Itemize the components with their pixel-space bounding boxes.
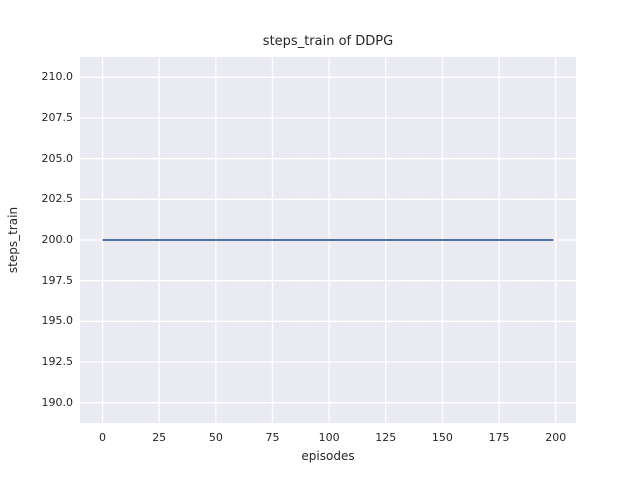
x-tick-label: 25 [152, 431, 167, 444]
chart-title: steps_train of DDPG [262, 34, 394, 49]
y-tick-label: 195.0 [41, 314, 74, 328]
x-tick-label: 50 [208, 431, 223, 444]
x-tick-label: 200 [545, 431, 567, 444]
x-axis-label: episodes [301, 449, 355, 463]
x-tick-label: 175 [488, 431, 510, 444]
y-tick-label: 205.0 [41, 151, 74, 165]
plot-area [80, 57, 576, 423]
x-tick-label: 125 [375, 431, 397, 444]
y-tick-label: 210.0 [41, 70, 74, 84]
y-tick-label: 200.0 [41, 233, 74, 246]
x-tick-label: 0 [99, 431, 107, 444]
y-tick-label: 197.5 [41, 273, 74, 287]
y-tick-label: 192.5 [41, 355, 74, 368]
x-tick-label: 100 [318, 431, 340, 444]
x-tick-label: 150 [431, 431, 453, 444]
y-tick-label: 207.5 [41, 111, 74, 124]
y-tick-label: 190.0 [41, 395, 74, 409]
y-tick-label: 202.5 [41, 192, 74, 206]
x-tick-label: 75 [265, 431, 280, 444]
